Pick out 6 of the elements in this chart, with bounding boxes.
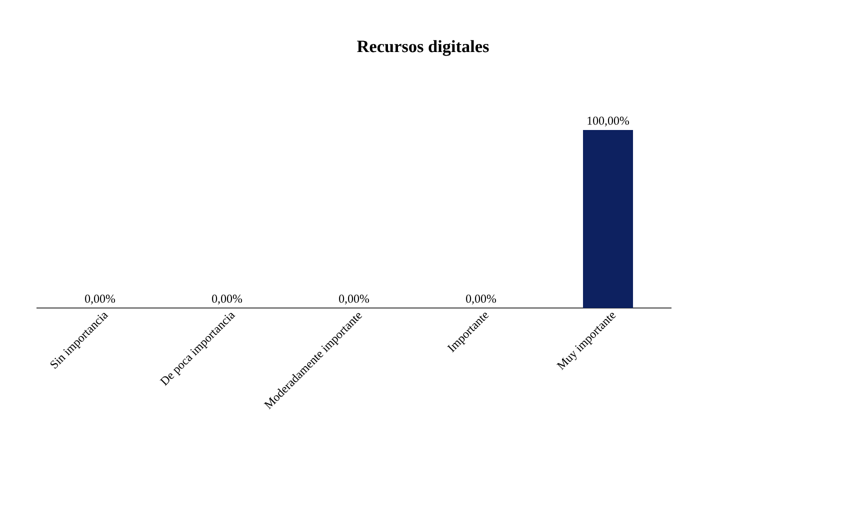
data-label: 0,00% bbox=[339, 294, 370, 304]
data-label: 0,00% bbox=[212, 294, 242, 304]
data-label: 0,00% bbox=[85, 294, 116, 304]
data-label: 0,00% bbox=[466, 294, 496, 304]
chart-title: Recursos digitales bbox=[357, 40, 489, 56]
data-label: 100,00% bbox=[588, 116, 630, 126]
